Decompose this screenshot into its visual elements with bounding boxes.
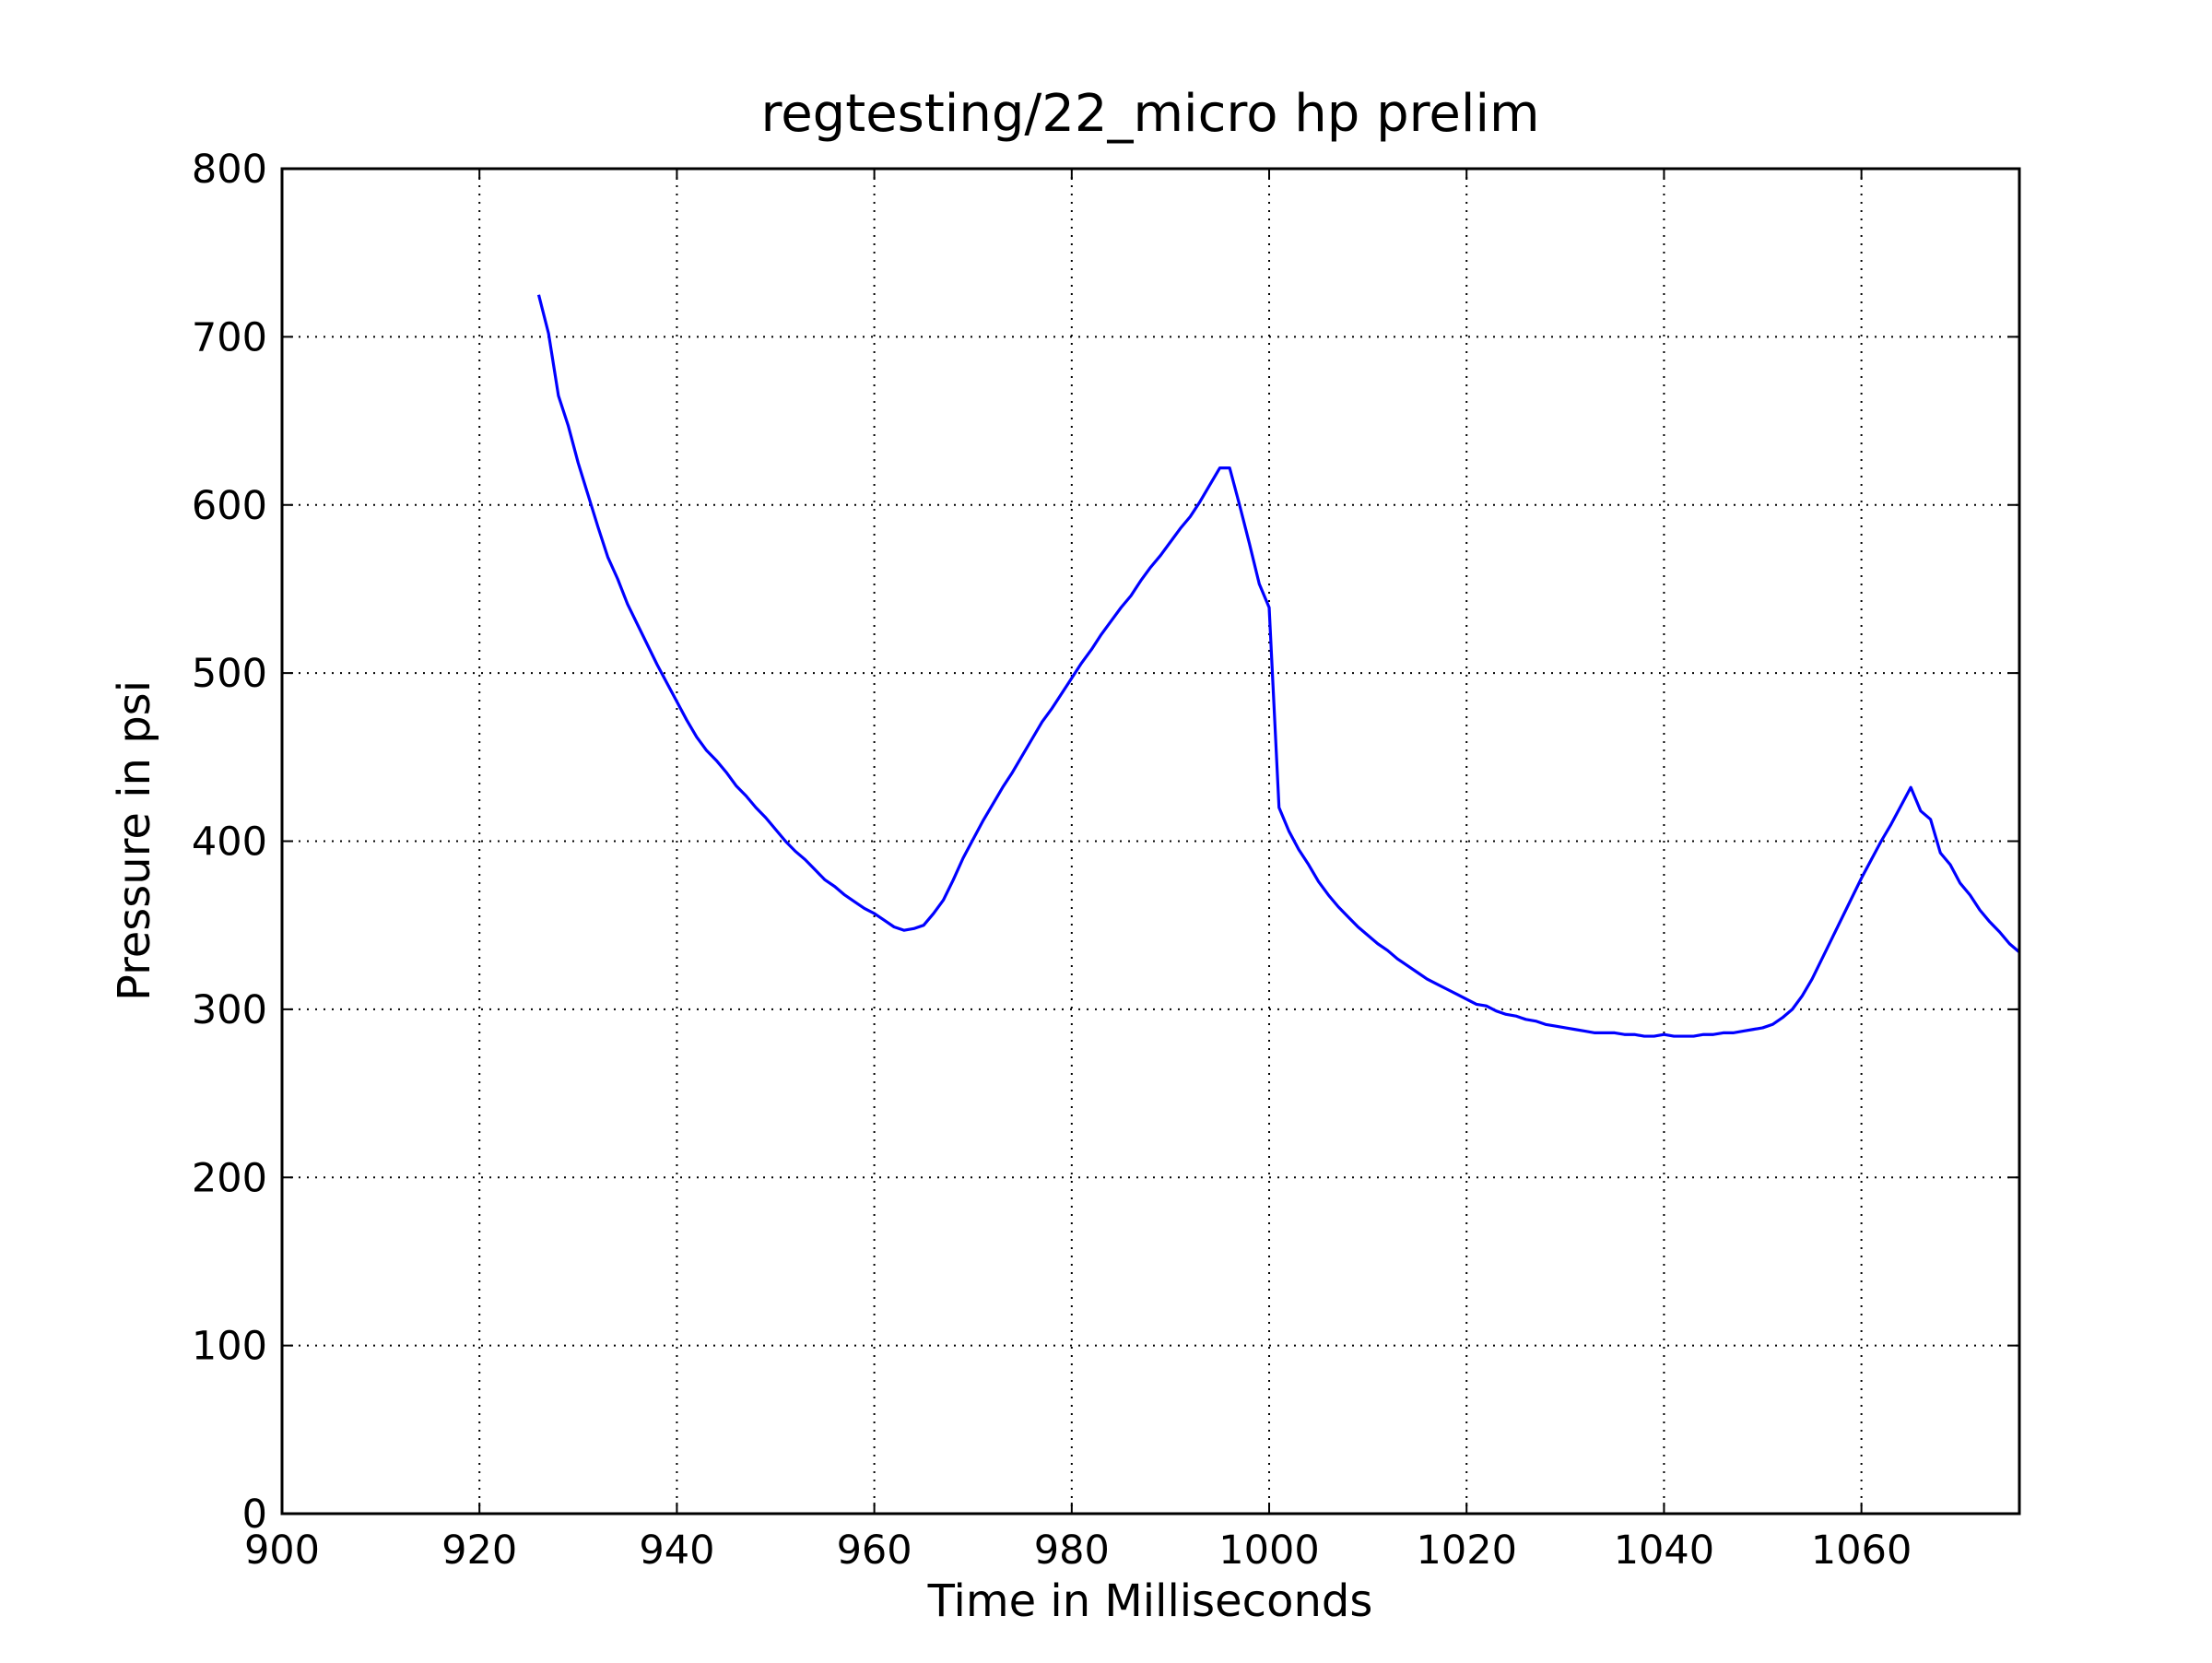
x-tick-label: 1000 [1218,1527,1319,1574]
y-tick-label: 600 [192,483,267,529]
y-tick-label: 400 [192,820,267,866]
chart-title: regtesting/22_micro hp prelim [760,84,1539,144]
y-tick-label: 100 [192,1324,267,1370]
x-tick-label: 980 [1034,1527,1110,1574]
x-tick-label: 1020 [1417,1527,1517,1574]
x-tick-label: 940 [639,1527,714,1574]
y-axis-label: Pressure in psi [109,680,160,1001]
data-line [536,294,2019,1038]
plot-frame [280,167,2021,1516]
x-tick-label: 960 [837,1527,912,1574]
x-tick-label: 1040 [1614,1527,1714,1574]
x-tick-label: 920 [441,1527,517,1574]
y-tick-label: 800 [192,147,267,193]
y-tick-label: 200 [192,1155,267,1201]
y-tick-label: 700 [192,314,267,360]
y-tick-label: 500 [192,651,267,697]
y-tick-label: 0 [242,1492,267,1538]
x-axis-label: Time in Milliseconds [927,1575,1373,1627]
y-tick-label: 300 [192,987,267,1033]
x-tick-label: 1060 [1811,1527,1912,1574]
x-tick-label: 900 [244,1527,320,1574]
